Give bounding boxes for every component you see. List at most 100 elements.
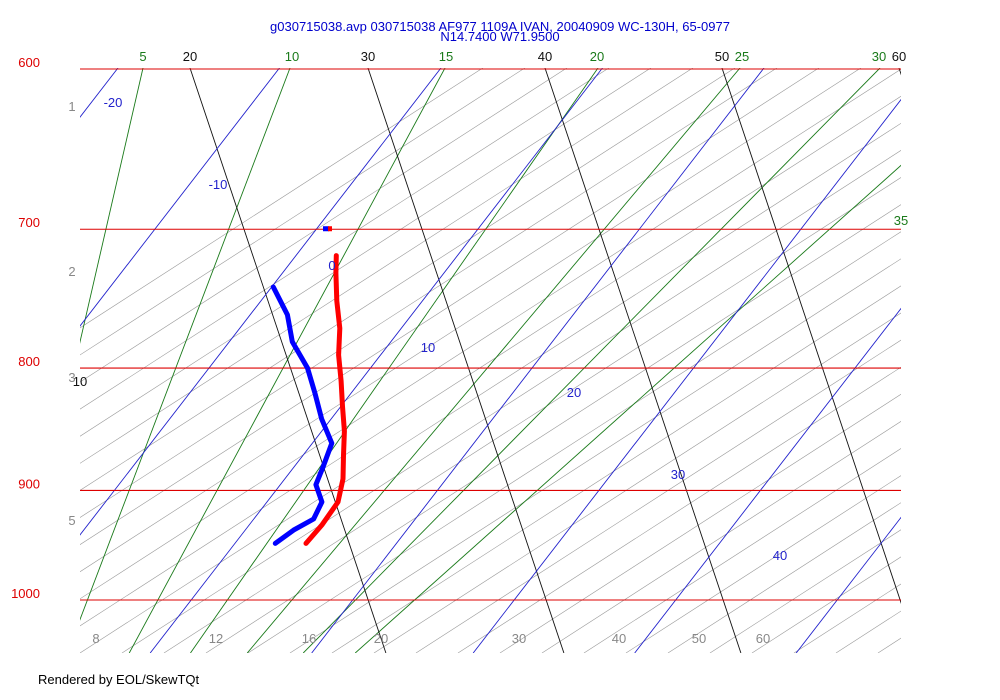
dry-adiabat-label: 20 — [183, 49, 197, 64]
mixing-ratio-line — [625, 475, 901, 653]
side-label: 1 — [68, 99, 75, 114]
mixing-ratio-line — [751, 556, 901, 653]
chart-title: g030715038.avp 030715038 AF977 1109A IVA… — [270, 19, 730, 34]
mixing-ratio-label: 12 — [209, 631, 223, 646]
temperature-top-marker — [327, 226, 332, 232]
isotherm — [80, 68, 280, 327]
moist-adiabat — [190, 68, 599, 653]
mixing-ratio-label: 60 — [756, 631, 770, 646]
mixing-ratio-line — [877, 637, 901, 653]
moist-adiabat-label: 30 — [872, 49, 886, 64]
mixing-ratio-label: 30 — [512, 631, 526, 646]
moist-adiabat — [80, 68, 291, 621]
mixing-ratio-line — [962, 68, 1000, 653]
mixing-ratio-line — [80, 95, 901, 627]
mixing-ratio-line — [205, 204, 901, 653]
moist-adiabat-label: 20 — [590, 49, 604, 64]
mixing-ratio-line — [163, 177, 901, 653]
dry-adiabat — [189, 68, 387, 653]
mixing-ratio-line — [289, 258, 901, 653]
moist-adiabat — [128, 68, 446, 653]
moist-adiabat-label: 35 — [894, 213, 908, 228]
mixing-ratio-label: 40 — [612, 631, 626, 646]
dry-adiabat-label: 40 — [538, 49, 552, 64]
mixing-ratio-line — [247, 231, 901, 653]
mixing-ratio-line — [80, 122, 901, 653]
isotherm — [149, 68, 603, 653]
isotherm-label: 10 — [421, 340, 435, 355]
sounding-traces — [270, 226, 347, 546]
pressure-label: 700 — [18, 215, 40, 230]
mixing-ratio-label: 16 — [302, 631, 316, 646]
mixing-ratio-label: 50 — [692, 631, 706, 646]
isotherm — [311, 68, 765, 653]
isotherm — [472, 98, 901, 653]
isotherm-label: -10 — [209, 177, 228, 192]
mixing-ratio-line — [583, 448, 901, 653]
mixing-ratio-line — [667, 502, 901, 653]
dry-adiabat-label: 50 — [715, 49, 729, 64]
moist-adiabat — [302, 68, 881, 653]
mixing-ratio-line — [499, 393, 901, 653]
mixing-ratio-line — [80, 68, 735, 491]
mixing-ratio-label: 20 — [374, 631, 388, 646]
mixing-ratio-line — [415, 339, 901, 653]
mixing-ratio-line — [80, 68, 525, 356]
pressure-label: 600 — [18, 55, 40, 70]
mixing-ratio-line — [80, 68, 861, 573]
moist-adiabat — [80, 68, 144, 344]
mixing-ratio-line — [80, 68, 901, 600]
moist-adiabat — [354, 164, 901, 653]
dry-adiabat — [898, 68, 901, 76]
pressure-label: 900 — [18, 476, 40, 491]
mixing-ratio-line — [920, 68, 1000, 653]
chart-subtitle: N14.7400 W71.9500 — [440, 29, 559, 44]
dewpoint-trace — [270, 284, 335, 546]
isotherm-label: 0 — [328, 258, 335, 273]
mixing-ratio-line — [121, 150, 901, 653]
mixing-ratio-line — [80, 68, 567, 383]
mixing-ratio-line — [793, 583, 901, 653]
mixing-ratio-line — [373, 312, 901, 653]
pressure-label: 1000 — [11, 586, 40, 601]
moist-adiabat — [246, 68, 741, 653]
moist-adiabat-label: 10 — [285, 49, 299, 64]
footer-credit: Rendered by EOL/SkewTQt — [38, 672, 200, 687]
dry-adiabat — [544, 68, 742, 653]
mixing-ratio-label: 8 — [92, 631, 99, 646]
mixing-ratio-line — [80, 68, 693, 464]
isotherm — [795, 516, 901, 653]
mixing-ratio-line — [80, 68, 483, 329]
mixing-ratio-line — [80, 68, 819, 545]
mixing-ratio-line — [709, 529, 901, 653]
mixing-ratio-line — [331, 285, 901, 653]
dry-adiabat — [721, 68, 901, 604]
side-label: 2 — [68, 264, 75, 279]
pressure-label: 800 — [18, 354, 40, 369]
isotherm-label: 40 — [773, 548, 787, 563]
mixing-ratio-line — [80, 68, 609, 410]
side-label: 3 — [68, 370, 75, 385]
dry-adiabat-label: 30 — [361, 49, 375, 64]
moist-adiabat-label: 25 — [735, 49, 749, 64]
mixing-ratio-line — [80, 68, 651, 437]
mixing-ratio-line — [80, 68, 777, 518]
moist-adiabat-label: 5 — [139, 49, 146, 64]
isotherm — [80, 68, 442, 536]
isotherm-label: -20 — [104, 95, 123, 110]
side-label: 5 — [68, 513, 75, 528]
mixing-ratio-line — [457, 366, 901, 653]
isotherm-label: 30 — [671, 467, 685, 482]
moist-adiabat-label: 15 — [439, 49, 453, 64]
background-lines — [80, 68, 1000, 653]
dry-adiabat — [367, 68, 565, 653]
dry-adiabat-label: 60 — [892, 49, 906, 64]
isotherm-label: 20 — [567, 385, 581, 400]
temperature-trace — [303, 253, 347, 546]
dry-adiabat-label: 10 — [73, 374, 87, 389]
mixing-ratio-line — [541, 421, 901, 653]
dewpoint-top-marker — [322, 226, 329, 232]
isotherm — [634, 307, 901, 653]
